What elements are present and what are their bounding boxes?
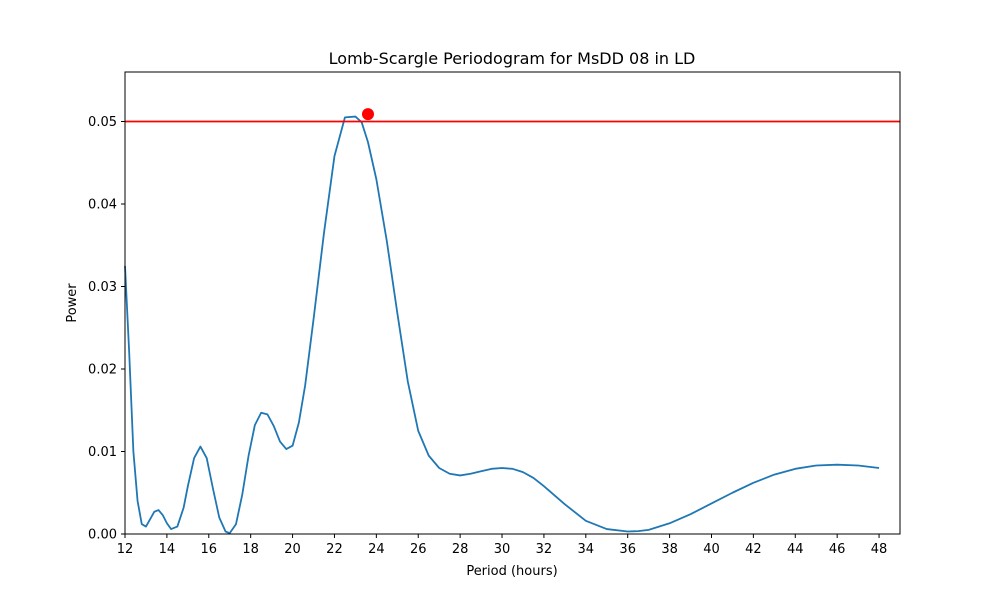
x-tick-label: 16 — [201, 542, 218, 557]
x-tick-label: 44 — [787, 542, 804, 557]
x-tick-label: 48 — [871, 542, 888, 557]
x-tick-label: 36 — [619, 542, 636, 557]
x-tick-label: 34 — [578, 542, 595, 557]
chart-title: Lomb-Scargle Periodogram for MsDD 08 in … — [329, 49, 696, 68]
series-line-0 — [124, 115, 880, 535]
plot-frame — [124, 71, 901, 535]
x-tick-label: 22 — [326, 542, 343, 557]
x-tick-label: 20 — [284, 542, 301, 557]
plot-area — [124, 108, 900, 535]
x-tick-label: 26 — [410, 542, 427, 557]
x-tick-label: 40 — [703, 542, 720, 557]
x-tick-label: 24 — [368, 542, 385, 557]
x-tick-label: 18 — [242, 542, 259, 557]
x-tick-label: 38 — [661, 542, 678, 557]
y-tick-label: 0.02 — [88, 363, 117, 378]
x-tick-label: 42 — [745, 542, 762, 557]
x-axis: 12 14 16 18 20 22 24 26 28 30 32 34 36 38 40 42 44 46 48 — [117, 534, 888, 557]
x-tick-label: 12 — [117, 542, 134, 557]
peak-marker — [361, 108, 374, 121]
x-tick-label: 14 — [159, 542, 176, 557]
x-tick-label: 30 — [494, 542, 511, 557]
y-tick-label: 0.04 — [88, 198, 117, 213]
y-axis-label: Power — [65, 283, 80, 323]
y-tick-label: 0.01 — [88, 445, 117, 460]
y-axis: 0.00 0.01 0.02 0.03 0.04 0.05 — [88, 115, 125, 543]
y-tick-label: 0.05 — [88, 115, 117, 130]
y-tick-label: 0.00 — [88, 528, 117, 543]
x-axis-label: Period (hours) — [466, 564, 557, 579]
x-tick-label: 32 — [536, 542, 553, 557]
x-tick-label: 28 — [452, 542, 469, 557]
x-tick-label: 46 — [829, 542, 846, 557]
y-tick-label: 0.03 — [88, 280, 117, 295]
